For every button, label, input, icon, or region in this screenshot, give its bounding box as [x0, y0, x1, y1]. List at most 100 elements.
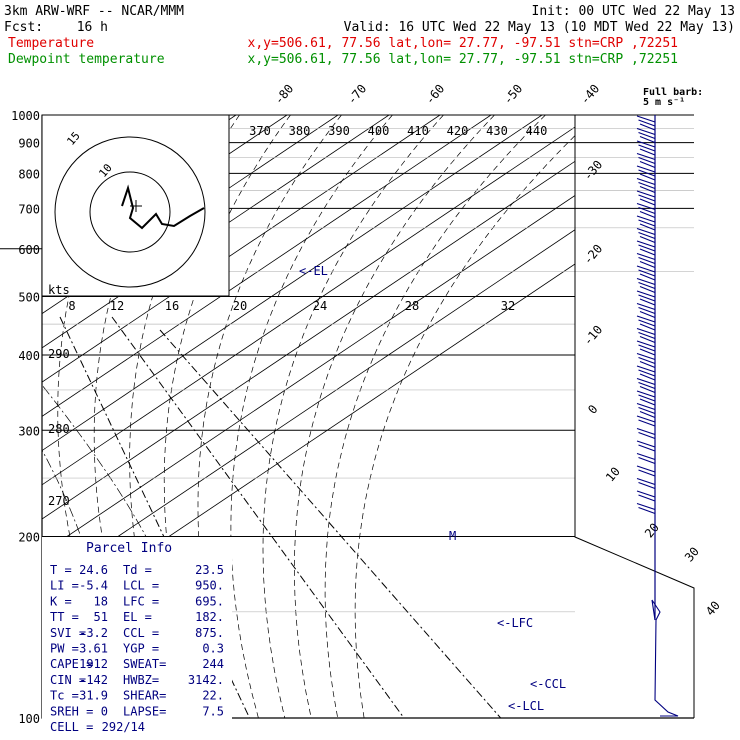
wind-barb	[636, 252, 656, 261]
pressure-label: 300	[18, 424, 40, 438]
wind-barb	[636, 427, 656, 436]
isotherm	[42, 115, 390, 718]
wind-barb	[638, 119, 656, 127]
wind-barb	[638, 131, 656, 140]
parcel-info-cell: 0	[101, 704, 108, 718]
isotherm	[42, 115, 543, 718]
pressure-label: 200	[18, 530, 40, 544]
el-marker: <-EL	[299, 264, 328, 278]
parcel-info-cell: EL =	[123, 610, 152, 624]
wind-barb	[639, 298, 656, 306]
wind-barb	[636, 452, 656, 461]
wind-barb	[638, 419, 656, 427]
wind-barb	[638, 194, 656, 202]
wind-barb	[636, 415, 656, 423]
wind-barb	[638, 144, 656, 152]
hodograph-ring	[89, 171, 171, 253]
parcel-info-cell: PW =	[50, 642, 79, 656]
wind-barb	[636, 240, 656, 248]
wind-barb	[636, 177, 656, 186]
wind-barb	[636, 202, 656, 211]
hodograph-tick-label: 20	[233, 299, 247, 313]
parcel-info-cell: 51	[94, 610, 108, 624]
wind-barb	[636, 215, 656, 223]
temperature-label: -50	[501, 82, 526, 108]
parcel-info-cell: 1912	[79, 657, 108, 671]
wind-barb	[638, 206, 656, 215]
wind-barb	[636, 377, 656, 386]
temperature-label: -80	[272, 82, 297, 108]
wind-barb	[638, 306, 656, 315]
hodograph-trace	[121, 184, 205, 230]
wind-barb	[638, 381, 656, 390]
wind-barb	[639, 173, 656, 181]
wind-barb	[638, 344, 656, 352]
wind-barb	[638, 331, 656, 340]
legend-dewpoint-name: Dewpoint temperature	[8, 52, 165, 67]
parcel-info-cell: K =	[50, 594, 72, 608]
pressure-label: 500	[18, 291, 40, 305]
parcel-info-cell: 0.3	[202, 642, 224, 656]
wind-barb	[638, 294, 656, 302]
parcel-info-cell: 182.	[195, 610, 224, 624]
temperature-label: -60	[423, 82, 448, 108]
isotherm	[42, 115, 492, 718]
wind-barb	[639, 223, 656, 231]
pressure-label: 100	[18, 712, 40, 726]
wind-barb	[636, 190, 656, 198]
wind-barb	[636, 227, 656, 236]
wind-barbs	[636, 115, 679, 717]
temperature-label: 10	[603, 464, 623, 484]
parcel-info-cell: -3.2	[79, 626, 108, 640]
parcel-info-cell: T =	[50, 563, 72, 577]
theta-label: 420	[447, 124, 469, 138]
wind-barb	[638, 369, 656, 377]
m-marker: M	[449, 529, 456, 543]
wind-barb	[638, 406, 656, 415]
temperature-label: -70	[345, 82, 370, 108]
parcel-info-cell: 31.9	[79, 689, 108, 703]
parcel-info-cell: HWBZ=	[123, 673, 159, 687]
isotherm	[42, 115, 645, 718]
wind-barb	[639, 135, 656, 144]
wind-barb	[639, 185, 656, 194]
parcel-info-cell: 244	[202, 657, 224, 671]
parcel-info-box: Parcel Info T = 24.6 Td = 23.5 LI = -5.4 LCL =…	[42, 537, 232, 734]
parcel-info-cell: SVI =	[50, 626, 86, 640]
wind-barb	[636, 465, 656, 473]
wind-barb	[636, 315, 656, 323]
wind-barb	[639, 273, 656, 281]
isotherm	[42, 115, 441, 718]
lfc-marker: <-LFC	[497, 616, 533, 630]
wind-barb	[639, 398, 656, 406]
hodograph-tick-label: 32	[501, 299, 515, 313]
wind-barb	[636, 152, 656, 161]
parcel-info-cell: 24.6	[79, 563, 108, 577]
pressure-label: 1000	[11, 109, 40, 123]
wind-barb	[639, 260, 656, 269]
temperature-label: -40	[578, 82, 603, 108]
wind-barb	[638, 219, 656, 227]
wind-barb	[638, 156, 656, 165]
wind-barb	[638, 256, 656, 265]
parcel-info-cell: LI =	[50, 579, 79, 593]
pressure-label: 700	[18, 202, 40, 216]
wind-barb	[636, 115, 656, 123]
wind-barb	[638, 181, 656, 190]
wind-barb	[639, 123, 656, 131]
wind-barb	[636, 352, 656, 361]
wind-barb	[639, 210, 656, 219]
lcl-marker: <-LCL	[508, 699, 544, 713]
parcel-info-cell: 292/14	[102, 720, 145, 734]
pressure-label: 600	[18, 243, 40, 257]
wind-barb	[639, 148, 656, 156]
temperature-label: -10	[581, 323, 606, 349]
wind-barb	[638, 281, 656, 290]
wind-barb	[636, 477, 656, 486]
hodograph-tick-label: 24	[313, 299, 327, 313]
isotherm	[42, 115, 694, 718]
chart-frame-right	[574, 115, 695, 718]
legend-temperature-name: Temperature	[8, 36, 94, 51]
parcel-info-cell: CCL =	[123, 626, 159, 640]
parcel-info-cell: SWEAT=	[123, 657, 166, 671]
